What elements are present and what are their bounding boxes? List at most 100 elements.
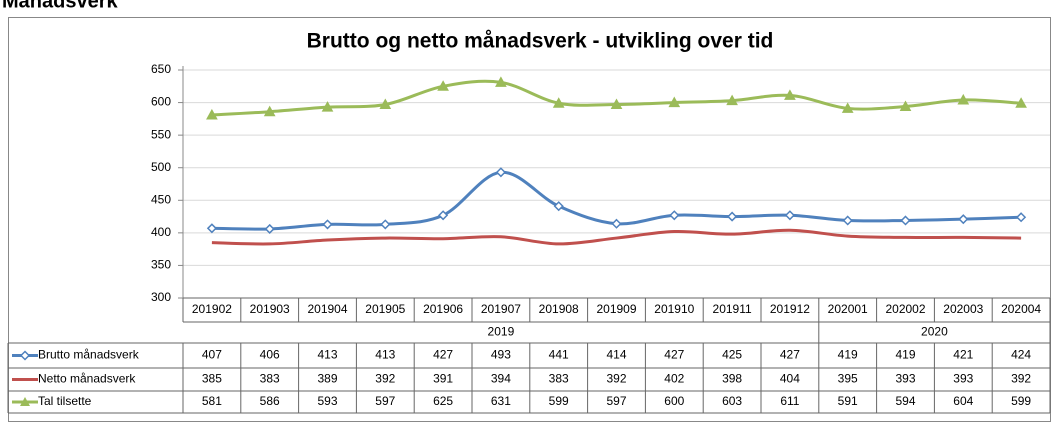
data-point (726, 94, 738, 106)
table-value: 611 (780, 394, 799, 408)
data-point (668, 96, 681, 108)
group-label: 2020 (921, 325, 948, 339)
table-value: 597 (375, 394, 395, 408)
y-tick-label: 650 (151, 62, 171, 76)
x-tick-label: 201903 (250, 302, 290, 316)
x-tick-label: 201907 (481, 302, 521, 316)
series-line (211, 228, 1022, 246)
y-tick-label: 550 (151, 127, 171, 141)
data-point (321, 101, 334, 112)
data-point (841, 102, 854, 113)
table-value: 392 (1011, 372, 1031, 386)
legend-label: Tal tilsette (38, 394, 92, 408)
table-value: 599 (1011, 394, 1031, 408)
table-value: 425 (722, 348, 742, 362)
data-point (380, 219, 391, 230)
data-point (552, 97, 565, 108)
table-value: 383 (260, 372, 280, 386)
table-value: 391 (433, 372, 453, 386)
data-point (669, 210, 680, 221)
table-value: 597 (606, 394, 626, 408)
table-value: 599 (549, 394, 569, 408)
x-tick-label: 201906 (423, 302, 463, 316)
data-point (784, 210, 795, 221)
data-point (495, 167, 506, 178)
table-value: 413 (375, 348, 395, 362)
table-value: 581 (202, 394, 222, 408)
table-value: 392 (606, 372, 626, 386)
table-value: 427 (433, 348, 453, 362)
legend-label: Netto månadsverk (38, 372, 136, 386)
y-tick-label: 300 (151, 290, 171, 304)
table-value: 395 (838, 372, 858, 386)
table-value: 392 (375, 372, 395, 386)
x-tick-label: 201912 (770, 302, 810, 316)
table-value: 389 (317, 372, 337, 386)
table-value: 625 (433, 394, 453, 408)
table-value: 404 (780, 372, 800, 386)
table-value: 413 (317, 348, 337, 362)
x-tick-label: 201911 (713, 302, 752, 316)
legend-marker (20, 397, 30, 406)
table-value: 586 (260, 394, 280, 408)
table-value: 383 (549, 372, 569, 386)
x-tick-label: 201910 (654, 302, 694, 316)
x-tick-label: 201905 (365, 302, 405, 316)
x-tick-label: 201902 (192, 302, 232, 316)
table-value: 594 (895, 394, 915, 408)
table-value: 593 (317, 394, 337, 408)
table-value: 427 (780, 348, 800, 362)
table-value: 393 (953, 372, 973, 386)
table-value: 604 (953, 394, 973, 408)
data-point (264, 223, 275, 235)
x-tick-label: 201908 (539, 302, 579, 316)
legend-label: Brutto månadsverk (38, 348, 140, 362)
data-point (611, 218, 622, 229)
x-tick-label: 201904 (307, 302, 347, 316)
table-value: 406 (260, 348, 280, 362)
table-value: 600 (664, 394, 684, 408)
x-tick-label: 201909 (596, 302, 636, 316)
table-value: 407 (202, 348, 222, 362)
data-point (553, 201, 564, 212)
data-point (495, 76, 507, 87)
data-point (206, 108, 218, 120)
data-point (1016, 212, 1027, 223)
x-tick-label: 202003 (943, 302, 983, 316)
table-value: 591 (838, 394, 858, 408)
data-point (379, 98, 392, 110)
table-value: 421 (953, 348, 973, 362)
table-value: 393 (895, 372, 915, 386)
data-point (437, 80, 449, 91)
table-value: 493 (491, 348, 511, 362)
table-value: 424 (1011, 348, 1031, 362)
data-point (610, 98, 623, 110)
data-point (842, 215, 853, 226)
table-value: 419 (895, 348, 915, 362)
table-value: 441 (549, 348, 569, 362)
y-tick-label: 500 (151, 160, 171, 174)
legend-marker (19, 350, 31, 361)
data-point (263, 105, 276, 117)
table-value: 631 (491, 394, 511, 408)
x-tick-label: 202002 (885, 302, 925, 316)
table-value: 414 (606, 348, 626, 362)
table-value: 394 (491, 372, 511, 386)
data-point (958, 214, 969, 225)
data-point (899, 100, 912, 111)
x-tick-label: 202001 (828, 302, 868, 316)
y-tick-label: 350 (151, 258, 171, 272)
data-point (438, 210, 449, 221)
data-point (206, 223, 217, 234)
table-value: 385 (202, 372, 222, 386)
table-value: 603 (722, 394, 742, 408)
data-point (1015, 97, 1027, 108)
page-heading: Månadsverk (2, 0, 118, 12)
table-value: 427 (664, 348, 684, 362)
x-tick-label: 202004 (1001, 302, 1041, 316)
chart-title: Brutto og netto månadsverk - utvikling o… (307, 30, 774, 53)
data-point (784, 89, 796, 100)
table-value: 398 (722, 372, 742, 386)
data-point (727, 211, 738, 222)
